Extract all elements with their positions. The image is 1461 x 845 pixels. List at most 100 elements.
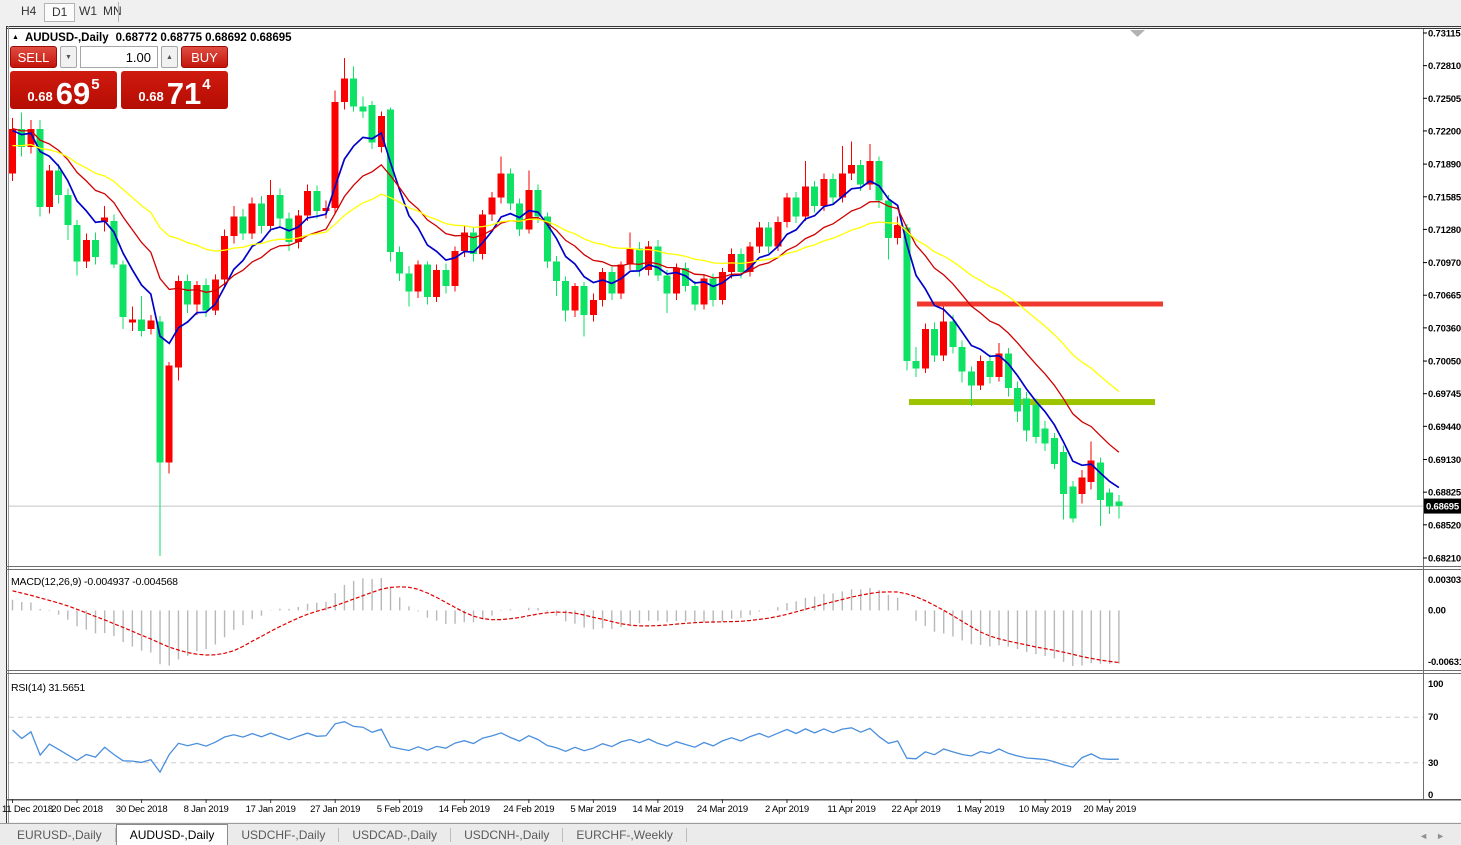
ask-price-big-digits: 71 (166, 75, 202, 111)
svg-text:0: 0 (1428, 790, 1433, 801)
tab-usdchf-daily[interactable]: USDCHF-,Daily (241, 828, 326, 842)
chart-symbol-label: AUDUSD-,Daily (24, 32, 109, 44)
tab-timeframe-d1[interactable]: D1 (44, 3, 76, 22)
svg-text:11 Apr 2019: 11 Apr 2019 (827, 804, 875, 815)
svg-text:14 Feb 2019: 14 Feb 2019 (439, 804, 490, 815)
chart-shift-marker-icon (1130, 30, 1145, 37)
svg-text:0.72200: 0.72200 (1428, 126, 1461, 137)
svg-text:20 May 2019: 20 May 2019 (1083, 804, 1136, 815)
svg-text:17 Jan 2019: 17 Jan 2019 (246, 804, 296, 815)
svg-text:-0.00631: -0.00631 (1428, 657, 1461, 668)
tab-usdcad-daily[interactable]: USDCAD-,Daily (352, 828, 438, 842)
bid-price-pip-digit: 5 (91, 76, 100, 93)
svg-text:0.00: 0.00 (1428, 605, 1446, 616)
svg-text:0.68210: 0.68210 (1428, 553, 1461, 564)
svg-text:2 Apr 2019: 2 Apr 2019 (765, 804, 809, 815)
price-axis[interactable]: 0.73115 0.72810 0.72505 0.72200 0.71890 0.715… (1423, 29, 1461, 565)
svg-text:0.68520: 0.68520 (1428, 520, 1461, 531)
timeframe-toolbar: H4 D1 W1 MN (0, 0, 1461, 25)
tab-divider (450, 828, 452, 842)
tab-audusd-daily[interactable]: AUDUSD-,Daily (115, 824, 229, 845)
svg-text:5 Mar 2019: 5 Mar 2019 (570, 804, 616, 815)
macd-panel: MACD(12,26,9) -0.004937 -0.004568 0.00303… (11, 575, 1461, 668)
buy-button[interactable]: BUY (181, 46, 228, 68)
svg-text:0.71890: 0.71890 (1428, 160, 1461, 171)
tab-scroll-arrows-icon[interactable]: ◄► (1419, 831, 1453, 841)
svg-text:1 May 2019: 1 May 2019 (957, 804, 1005, 815)
ask-price-box[interactable]: 0.68 71 4 (121, 71, 228, 109)
svg-text:100: 100 (1428, 679, 1443, 690)
tab-eurchf-weekly[interactable]: EURCHF-,Weekly (576, 828, 673, 842)
svg-text:0.72505: 0.72505 (1428, 94, 1461, 105)
macd-signal-line (12, 586, 1119, 664)
ma-line-32 (12, 143, 1120, 393)
volume-decrease-icon[interactable]: ▼ (60, 46, 77, 68)
svg-text:0.69440: 0.69440 (1428, 422, 1461, 433)
svg-text:8 Jan 2019: 8 Jan 2019 (184, 804, 229, 815)
chart-tab-bar: EURUSD-,Daily AUDUSD-,Daily USDCHF-,Dail… (0, 823, 1461, 845)
svg-text:0.70360: 0.70360 (1428, 323, 1461, 334)
rsi-panel: RSI(14) 31.5651 100 70 30 0 (9, 679, 1443, 801)
svg-text:14 Mar 2019: 14 Mar 2019 (632, 804, 683, 815)
volume-increase-icon[interactable]: ▲ (161, 46, 178, 68)
svg-text:0.68825: 0.68825 (1428, 488, 1461, 499)
svg-text:0.69745: 0.69745 (1428, 389, 1461, 400)
tab-timeframe-h4[interactable]: H4 (21, 4, 37, 18)
one-click-trading-panel: SELL ▼ ▲ BUY 0.68 69 5 0.68 71 4 (10, 46, 228, 109)
svg-text:RSI(14) 31.5651: RSI(14) 31.5651 (11, 682, 85, 694)
tab-divider (685, 828, 687, 842)
chart-title: ▲ AUDUSD-,Daily 0.68772 0.68775 0.68692 … (12, 32, 292, 44)
svg-text:11 Dec 2018: 11 Dec 2018 (2, 804, 53, 815)
svg-text:30: 30 (1428, 758, 1438, 769)
svg-text:0.71280: 0.71280 (1428, 225, 1461, 236)
svg-text:0.73115: 0.73115 (1428, 29, 1461, 40)
svg-text:5 Feb 2019: 5 Feb 2019 (377, 804, 423, 815)
tab-usdcnh-daily[interactable]: USDCNH-,Daily (464, 828, 550, 842)
tab-timeframe-mn[interactable]: MN (103, 4, 122, 18)
toolbar-separator (118, 2, 119, 22)
svg-text:10 May 2019: 10 May 2019 (1019, 804, 1072, 815)
svg-text:0.68695: 0.68695 (1426, 502, 1460, 513)
bid-price-big-digits: 69 (55, 75, 91, 111)
support-line[interactable] (909, 399, 1155, 406)
current-price-tag (1424, 498, 1461, 514)
svg-text:22 Apr 2019: 22 Apr 2019 (892, 804, 941, 815)
volume-input[interactable] (80, 46, 158, 68)
tab-timeframe-w1[interactable]: W1 (79, 4, 97, 18)
svg-text:20 Dec 2018: 20 Dec 2018 (51, 804, 103, 815)
svg-text:0.71585: 0.71585 (1428, 192, 1461, 203)
svg-text:27 Jan 2019: 27 Jan 2019 (310, 804, 360, 815)
tab-divider (562, 828, 564, 842)
svg-text:0.70050: 0.70050 (1428, 357, 1461, 368)
svg-text:30 Dec 2018: 30 Dec 2018 (116, 804, 168, 815)
tab-divider (338, 828, 340, 842)
svg-text:0.72810: 0.72810 (1428, 61, 1461, 72)
bid-price-prefix: 0.68 (27, 89, 53, 104)
svg-text:70: 70 (1428, 712, 1438, 723)
svg-text:24 Feb 2019: 24 Feb 2019 (503, 804, 554, 815)
ask-price-pip-digit: 4 (202, 76, 211, 93)
sell-button[interactable]: SELL (10, 46, 57, 68)
svg-text:MACD(12,26,9) -0.004937 -0.004: MACD(12,26,9) -0.004937 -0.004568 (11, 576, 178, 588)
bid-price-box[interactable]: 0.68 69 5 (10, 71, 117, 109)
svg-text:0.70665: 0.70665 (1428, 291, 1461, 302)
chart-window-chrome (6, 26, 1461, 823)
svg-text:24 Mar 2019: 24 Mar 2019 (697, 804, 748, 815)
resistance-line[interactable] (917, 301, 1163, 307)
drawn-horizontal-lines[interactable] (909, 301, 1163, 406)
ma-line-15 (12, 127, 1120, 453)
chart-ohlc-values: 0.68772 0.68775 0.68692 0.68695 (115, 32, 292, 44)
ma-line-7 (12, 129, 1120, 489)
rsi-line (12, 721, 1119, 774)
tab-divider (114, 828, 116, 842)
svg-text:0.70970: 0.70970 (1428, 258, 1461, 269)
ask-price-prefix: 0.68 (138, 89, 164, 104)
candles-layer (9, 58, 1123, 556)
tab-eurusd-daily[interactable]: EURUSD-,Daily (17, 828, 102, 842)
svg-text:0.69130: 0.69130 (1428, 455, 1461, 466)
svg-text:0.003035: 0.003035 (1428, 575, 1461, 586)
collapse-triangle-icon[interactable]: ▲ (12, 33, 19, 41)
